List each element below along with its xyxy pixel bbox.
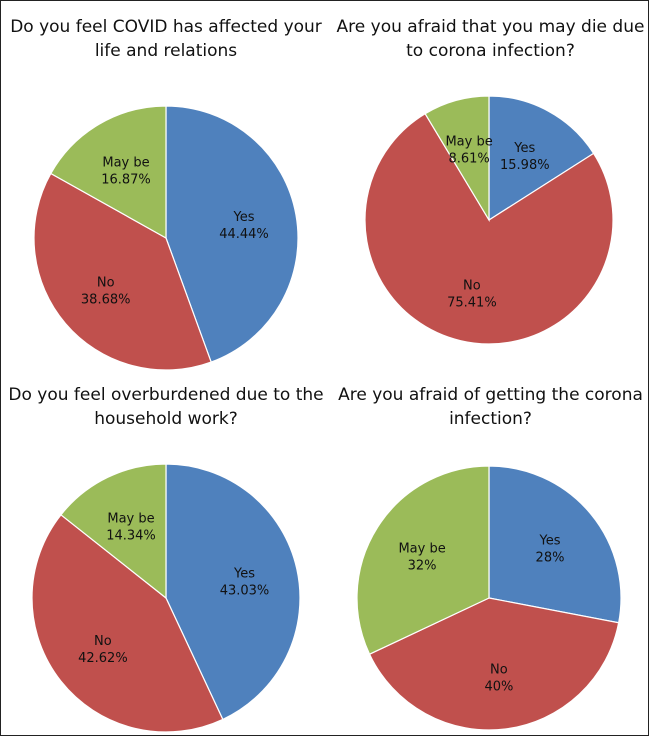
pie-slice-yes [165, 463, 301, 721]
chart-title: Are you afraid that you may die due to c… [336, 17, 645, 61]
chart-panel-household-overburden: Do you feel overburdened due to the hous… [1, 369, 331, 737]
pie-chart: Yes 44.44% No 38.68% May be 16.87% [33, 105, 299, 371]
pie-chart: Yes 15.98% No 75.41% May be 8.61% [364, 95, 614, 345]
data-label-may-be: May be 8.61% [445, 134, 492, 166]
chart-title: Do you feel COVID has affected your life… [10, 17, 322, 61]
pie-slice-no [33, 172, 212, 371]
data-label-may-be: May be 14.34% [106, 512, 156, 544]
data-label-may-be: May be 32% [398, 542, 445, 574]
pie-slice-no [31, 513, 224, 733]
chart-panel-afraid-of-dying: Are you afraid that you may die due to c… [331, 1, 649, 369]
pie-slice-may-be [356, 465, 490, 655]
pie-slice-may-be [60, 463, 167, 600]
pie-chart: Yes 43.03% No 42.62% May be 14.34% [31, 463, 301, 733]
data-label-no: No 42.62% [78, 634, 128, 666]
pie-chart: Yes 28% No 40% May be 32% [356, 465, 622, 731]
pie-slice-yes [165, 105, 299, 363]
data-label-no: No 40% [484, 663, 513, 695]
data-label-yes: Yes 44.44% [219, 210, 269, 242]
data-label-may-be: May be 16.87% [101, 156, 151, 188]
chart-panel-covid-affected-life: Do you feel COVID has affected your life… [1, 1, 331, 371]
chart-panel-afraid-of-infection: Are you afraid of getting the corona inf… [331, 369, 649, 737]
pie-slice-yes [488, 95, 595, 222]
pie-slice-may-be [424, 95, 490, 223]
pie-slice-may-be [50, 105, 167, 240]
data-label-yes: Yes 28% [536, 534, 565, 566]
pie-slice-no [364, 112, 614, 345]
chart-title: Are you afraid of getting the corona inf… [338, 385, 643, 429]
data-label-no: No 38.68% [81, 275, 131, 307]
data-label-yes: Yes 43.03% [220, 567, 270, 599]
data-label-no: No 75.41% [447, 278, 497, 310]
pie-slice-yes [488, 465, 622, 624]
pie-slice-no [368, 597, 620, 731]
chart-title: Do you feel overburdened due to the hous… [8, 385, 324, 429]
data-label-yes: Yes 15.98% [500, 141, 550, 173]
